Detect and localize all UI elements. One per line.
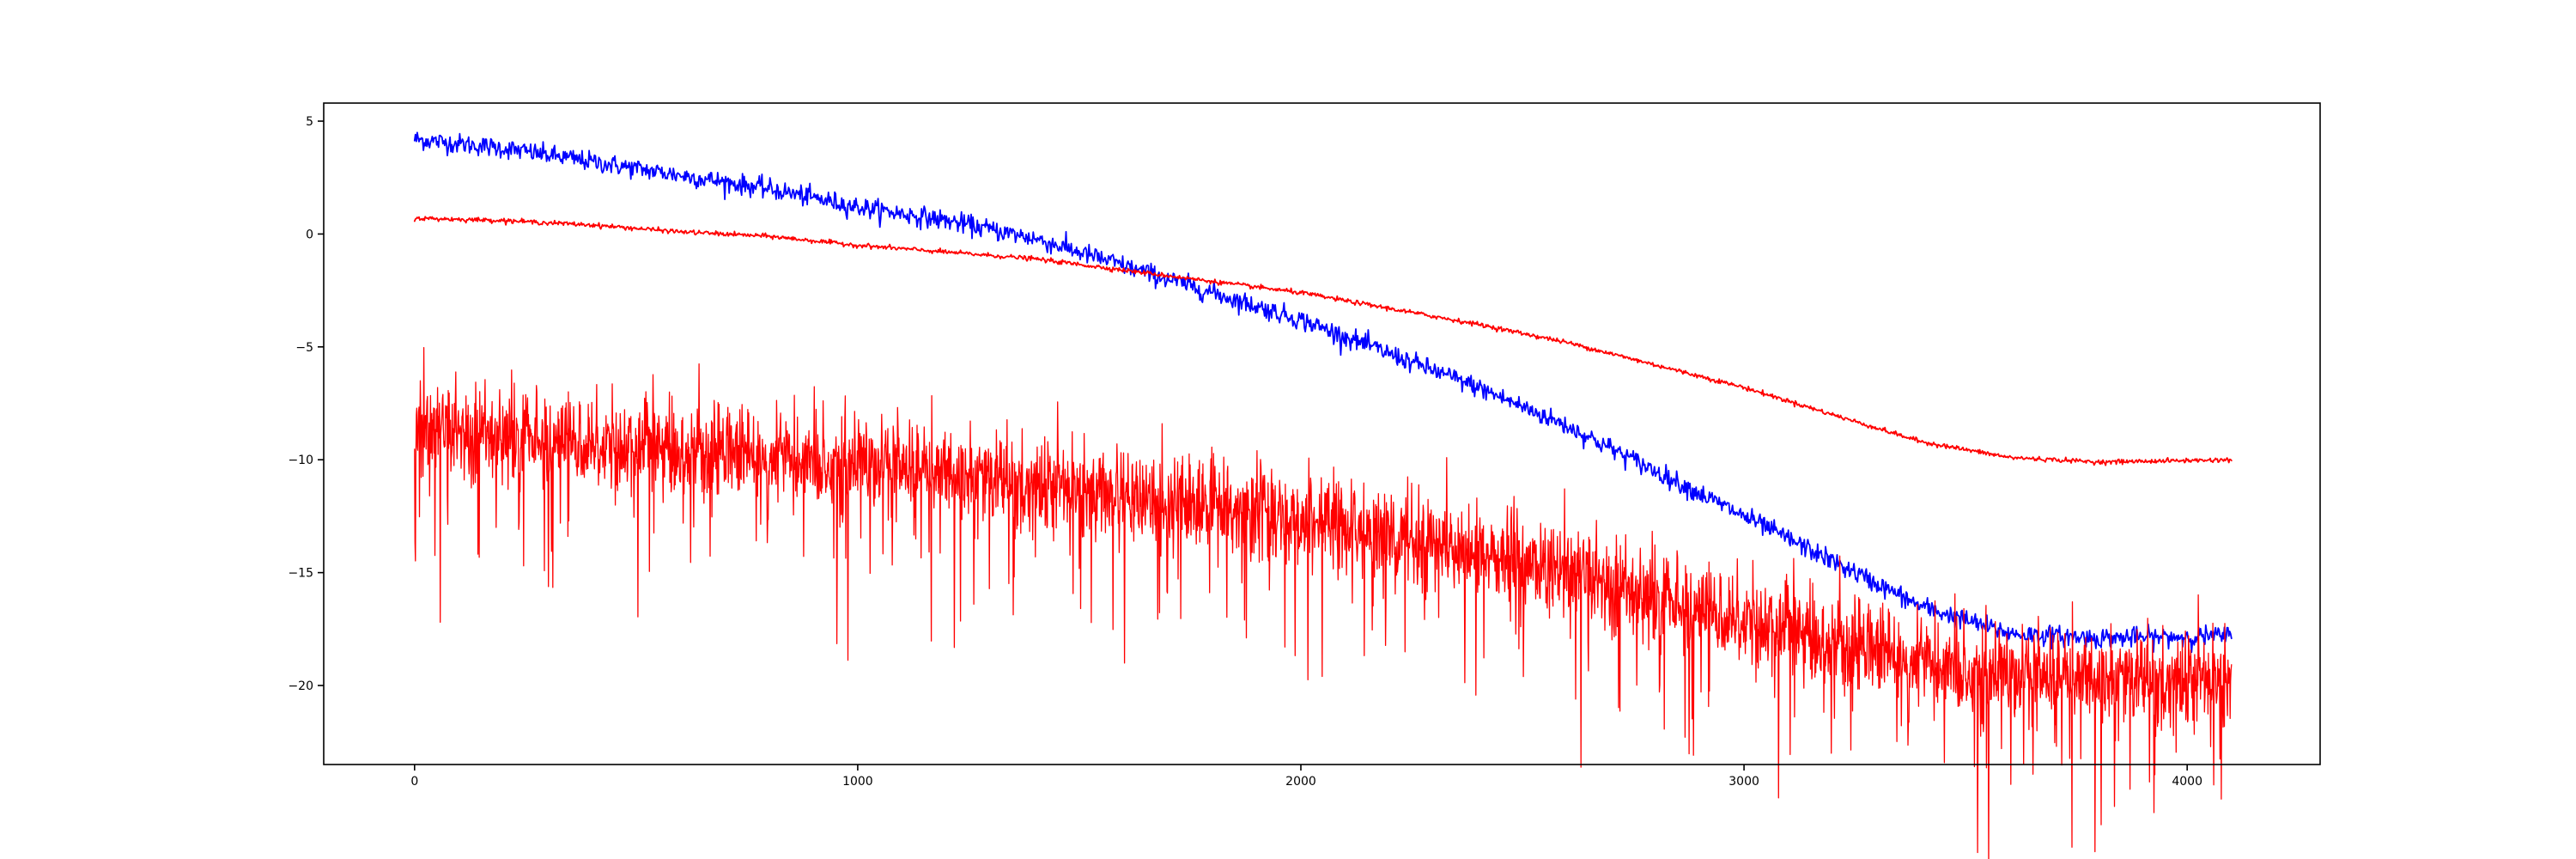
y-tick-label: −15: [288, 567, 313, 581]
y-tick-label: −5: [295, 341, 313, 355]
x-tick-label: 4000: [2172, 775, 2202, 789]
x-tick-label: 2000: [1285, 775, 1316, 789]
y-axis: 5 0 −5 −10 −15 −20: [288, 115, 324, 693]
y-tick-label: −10: [288, 454, 313, 467]
series-layer: [413, 131, 2233, 859]
y-tick-label: −20: [288, 679, 313, 693]
series-2-line: [414, 347, 2233, 859]
y-tick-label: 0: [306, 228, 313, 241]
x-tick-label: 3000: [1728, 775, 1759, 789]
series-0-line: [413, 131, 2233, 654]
series-1-line: [413, 216, 2233, 466]
y-tick-label: 5: [306, 115, 313, 129]
x-tick-label: 1000: [842, 775, 873, 789]
x-axis: 0 1000 2000 3000 4000: [410, 765, 2202, 789]
plot-area-frame: [323, 102, 2321, 765]
x-tick-label: 0: [410, 775, 418, 789]
